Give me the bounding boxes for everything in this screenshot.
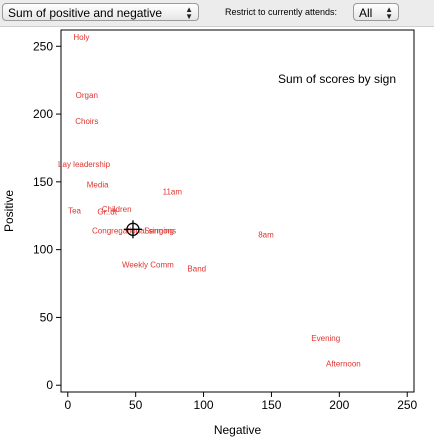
point-label: Choirs xyxy=(75,117,98,126)
point-label: Weekly Comm xyxy=(122,261,174,270)
point-label: Band xyxy=(187,265,206,274)
y-tick-label: 100 xyxy=(33,243,53,257)
axes: 0 50 100 150 200 250 0 50 100 150 200 250 xyxy=(33,29,418,412)
attends-select-value: All xyxy=(359,6,373,20)
measure-select[interactable]: Sum of positive and negative ▲ ▼ xyxy=(2,3,199,21)
plot-frame xyxy=(60,29,415,393)
select-arrows-icon: ▲ ▼ xyxy=(385,5,393,21)
x-tick-label: 200 xyxy=(329,398,349,412)
point-label: Tea xyxy=(68,206,81,215)
point-label: Media xyxy=(87,181,109,190)
x-tick-label: 100 xyxy=(194,398,214,412)
attends-select[interactable]: All ▲ ▼ xyxy=(353,3,399,21)
crosshair-marker-icon xyxy=(123,220,142,239)
measure-select-value: Sum of positive and negative xyxy=(8,6,163,20)
point-label: Organ xyxy=(76,91,98,100)
x-tick-label: 50 xyxy=(129,398,143,412)
y-axis-title: Positive xyxy=(2,190,16,232)
select-arrows-icon: ▲ ▼ xyxy=(185,5,193,21)
point-label: Afternoon xyxy=(326,360,361,369)
point-label: 11am xyxy=(163,187,183,196)
point-label: Holy xyxy=(73,33,89,42)
y-tick-label: 150 xyxy=(33,175,53,189)
y-tick-label: 0 xyxy=(46,378,53,392)
chart: 0 50 100 150 200 250 0 50 100 150 200 250 Holy Organ… xyxy=(2,29,418,437)
point-label: Children xyxy=(102,205,132,214)
y-tick-label: 50 xyxy=(40,310,54,324)
x-tick-label: 150 xyxy=(261,398,281,412)
data-points: Holy Organ Choirs Lay leadership Media 11am Ch… xyxy=(58,33,361,369)
point-label: Gr..dt xyxy=(97,208,117,217)
x-tick-label: 250 xyxy=(397,398,417,412)
chart-title: Sum of scores by sign xyxy=(278,72,396,86)
point-label: Lay leadership xyxy=(58,160,111,169)
restrict-label: Restrict to currently attends: xyxy=(225,7,338,17)
x-tick-label: 0 xyxy=(64,398,71,412)
point-label: 8am xyxy=(258,231,274,240)
x-axis-title: Negative xyxy=(214,423,262,437)
toolbar: Sum of positive and negative ▲ ▼ Restrict… xyxy=(0,0,434,27)
point-label: Sermons xyxy=(144,227,176,236)
y-tick-label: 250 xyxy=(33,39,53,53)
point-label: Evening xyxy=(311,334,340,343)
y-tick-label: 200 xyxy=(33,107,53,121)
